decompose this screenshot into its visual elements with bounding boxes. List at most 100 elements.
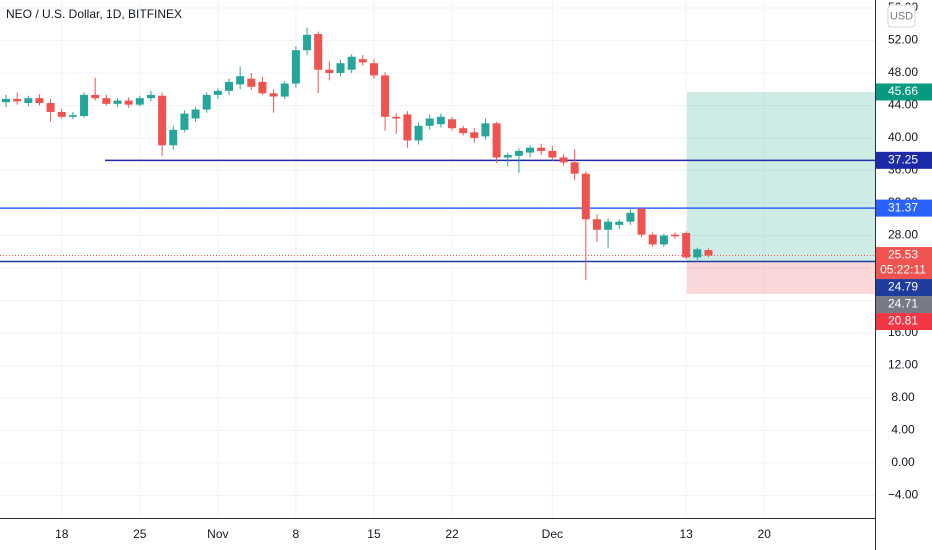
candle-body: [436, 116, 445, 125]
grid-layer: [0, 0, 875, 518]
candle-body: [414, 125, 423, 141]
candle-body: [459, 128, 468, 134]
candle-body: [604, 221, 613, 230]
x-tick-label: Nov: [207, 527, 228, 541]
candle-body: [80, 94, 89, 117]
candle-body: [303, 34, 312, 51]
candle-body: [57, 111, 66, 117]
y-tick-label: 48.00: [888, 65, 918, 79]
candle-body: [191, 109, 200, 119]
y-tick-label: 0.00: [891, 455, 915, 469]
candle-body: [503, 155, 512, 158]
loss-zone: [687, 262, 875, 294]
candle-body: [135, 98, 144, 105]
x-tick-label: 15: [367, 527, 381, 541]
price-label: 25.53: [888, 248, 918, 262]
candle-body: [247, 78, 256, 87]
candle-body: [325, 69, 334, 73]
y-tick-label: 8.00: [891, 390, 915, 404]
candle-body: [526, 147, 535, 153]
candle-body: [236, 76, 245, 85]
y-tick-label: 52.00: [888, 33, 918, 47]
y-tick-label: 12.00: [888, 358, 918, 372]
candle-body: [381, 75, 390, 117]
candle-body: [213, 90, 222, 95]
x-tick-label: 18: [55, 527, 69, 541]
candle-body: [659, 235, 668, 245]
candle-body: [425, 118, 434, 126]
candle-body: [470, 132, 479, 138]
x-tick-label: 13: [679, 527, 693, 541]
candle-body: [481, 123, 490, 137]
currency-box: [887, 4, 916, 28]
candle-body: [291, 50, 300, 84]
candle-body: [169, 129, 178, 146]
y-tick-label: 28.00: [888, 228, 918, 242]
candle-body: [548, 150, 557, 158]
candle-body: [180, 113, 189, 130]
y-tick-label: 40.00: [888, 130, 918, 144]
price-label: 20.81: [888, 314, 918, 328]
box-layer: [687, 91, 875, 294]
price-label: 45.66: [888, 84, 918, 98]
candle-body: [637, 208, 646, 235]
candle-body: [369, 63, 378, 76]
currency-label: USD: [890, 10, 913, 22]
candle-body: [514, 150, 523, 156]
y-tick-label: −4.00: [888, 488, 919, 502]
candle-body: [68, 115, 77, 117]
candle-body: [570, 162, 579, 174]
candle-body: [559, 157, 568, 163]
candle-body: [35, 98, 44, 104]
price-label: 24.79: [888, 280, 918, 294]
x-tick-label: Dec: [542, 527, 563, 541]
x-tick-label: 8: [293, 527, 300, 541]
price-label: 37.25: [888, 152, 918, 166]
candle-body: [347, 56, 356, 70]
price-label-bg: [876, 247, 932, 280]
profit-zone: [687, 91, 875, 263]
countdown-label: 05:22:11: [880, 263, 926, 277]
candle-body: [358, 59, 367, 63]
candle-body: [258, 81, 267, 94]
candle-body: [46, 103, 55, 112]
candle-body: [2, 98, 10, 103]
candle-body: [671, 234, 679, 237]
x-tick-label: 25: [133, 527, 147, 541]
y-tick-label: 4.00: [891, 423, 915, 437]
candle-body: [682, 233, 691, 258]
candle-body: [448, 119, 456, 129]
candle-body: [202, 94, 211, 110]
price-label-bg: [876, 296, 932, 314]
candle-body: [158, 95, 167, 146]
candle-body: [13, 98, 22, 102]
candle-body: [492, 123, 501, 158]
y-tick-label: 44.00: [888, 98, 918, 112]
candle-body: [336, 63, 345, 73]
candle-body: [704, 250, 713, 256]
candles-layer: [2, 27, 713, 281]
price-label-bg: [876, 83, 932, 101]
price-label: 24.71: [888, 297, 918, 311]
candle-body: [537, 147, 546, 151]
candle-body: [403, 114, 412, 141]
candle-body: [648, 234, 657, 245]
candle-body: [24, 98, 33, 104]
chart-title: NEO / U.S. Dollar, 1D, BITFINEX: [6, 7, 182, 21]
candle-body: [626, 212, 635, 222]
lines-layer: [0, 159, 875, 263]
candle-body: [615, 221, 624, 225]
candle-body: [592, 219, 601, 230]
candle-body: [392, 116, 401, 119]
candle-body: [113, 100, 122, 104]
candle-body: [581, 173, 590, 220]
price-label-bg: [876, 313, 932, 331]
candle-body: [269, 93, 278, 97]
candle-body: [693, 249, 702, 258]
top-layer: USD: [887, 4, 916, 28]
candle-body: [102, 98, 111, 104]
candle-body: [146, 94, 155, 99]
price-label: 31.37: [888, 200, 918, 214]
